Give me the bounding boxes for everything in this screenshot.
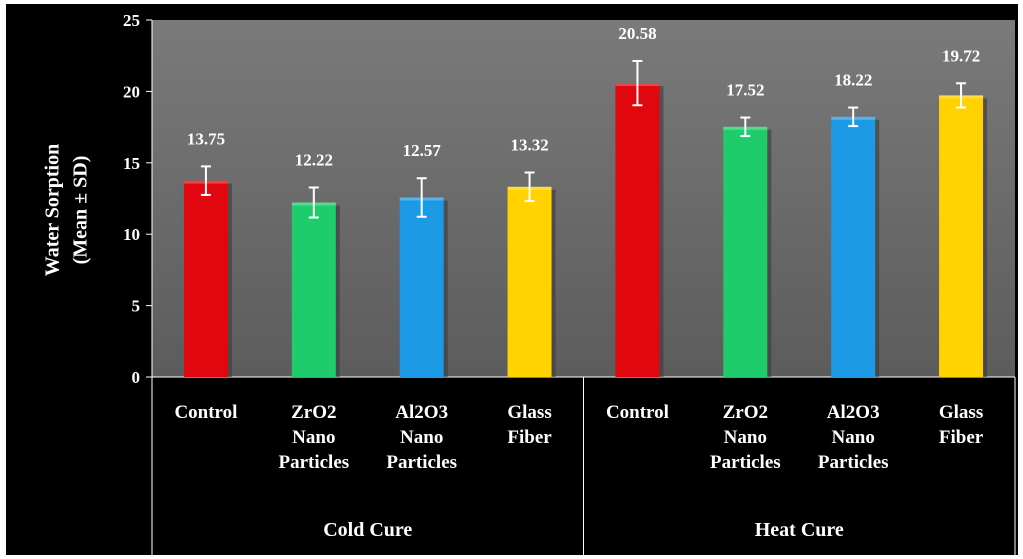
category-label: Fiber (939, 427, 984, 448)
bar (939, 95, 984, 377)
bar (291, 202, 336, 377)
bar (723, 126, 768, 378)
category-label: ZrO2 (723, 402, 768, 423)
category-label: ZrO2 (291, 402, 336, 423)
data-label: 17.52 (726, 81, 764, 100)
data-label: 13.75 (187, 129, 225, 148)
category-label: Glass (939, 402, 983, 423)
category-label: Control (606, 402, 669, 423)
bar (615, 83, 660, 377)
y-tick-label: 20 (123, 82, 140, 101)
category-label: Nano (400, 427, 443, 448)
data-label: 12.57 (403, 141, 442, 160)
category-label: Fiber (507, 427, 552, 448)
data-label: 20.58 (618, 24, 656, 43)
y-axis-title-line: (Mean ± SD) (70, 156, 92, 265)
bars (183, 59, 988, 378)
data-label: 12.22 (295, 151, 333, 170)
group-label: Cold Cure (323, 519, 412, 541)
y-tick-label: 10 (123, 225, 140, 244)
category-label: Particles (818, 452, 889, 473)
bar (507, 186, 552, 377)
category-label: Al2O3 (395, 402, 448, 423)
category-label: Nano (724, 427, 767, 448)
category-label: Particles (386, 452, 457, 473)
data-label: 18.22 (834, 71, 872, 90)
y-tick-label: 0 (132, 368, 141, 387)
y-axis-title-line: Water Sorption (42, 144, 64, 276)
y-tick-label: 25 (123, 11, 140, 30)
category-label: Nano (832, 427, 875, 448)
category-label: Nano (292, 427, 335, 448)
category-label: Particles (710, 452, 781, 473)
category-label: Control (174, 402, 237, 423)
bar (831, 116, 876, 378)
bar (399, 197, 444, 377)
labels: Water Sorption (Mean ± SD) 13.75 Control 12.… (42, 24, 984, 541)
category-label: Particles (278, 452, 349, 473)
category-label: Glass (507, 402, 551, 423)
plot-area (152, 20, 1015, 377)
y-tick-label: 5 (132, 297, 141, 316)
bar (183, 180, 228, 377)
y-tick-label: 15 (123, 154, 140, 173)
category-label: Al2O3 (827, 402, 880, 423)
group-label: Heat Cure (755, 519, 844, 541)
data-label: 13.32 (510, 136, 548, 155)
data-label: 19.72 (942, 46, 980, 65)
